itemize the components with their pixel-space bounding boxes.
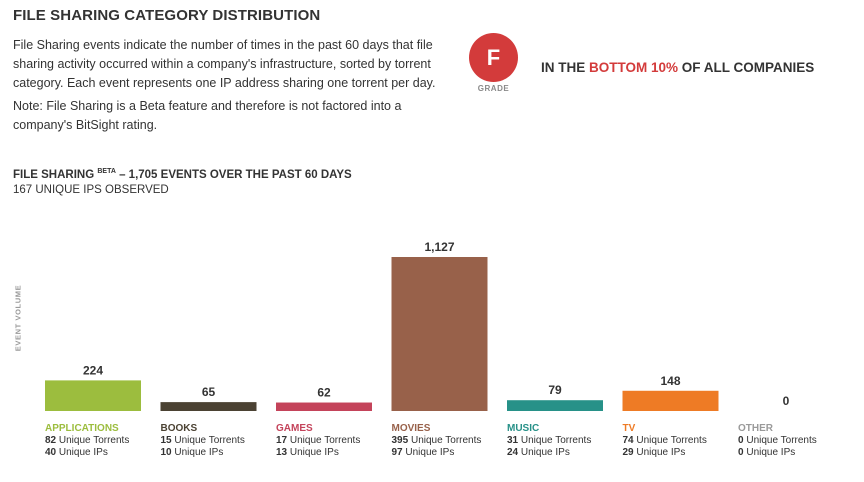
file-sharing-header: FILE SHARING BETA – 1,705 EVENTS OVER TH… [13,168,352,181]
grade-label: GRADE [477,84,510,93]
description-text: File Sharing events indicate the number … [13,38,436,90]
bar-music [507,400,603,411]
unique-ips-tv: 29 Unique IPs [623,447,686,458]
bar-tv [622,390,719,411]
bar-value-tv: 148 [660,374,680,388]
bar-games [276,402,372,411]
unique-ips-observed: 167 UNIQUE IPS OBSERVED [13,184,169,196]
bar-books [160,402,257,411]
category-label-books: BOOKS [161,423,198,434]
unique-ips-books: 10 Unique IPs [161,447,224,458]
category-label-movies: MOVIES [392,423,431,434]
unique-torrents-tv: 74 Unique Torrents [623,435,707,446]
unique-ips-games: 13 Unique IPs [276,447,339,458]
bar-movies [391,257,488,411]
bar-value-books: 65 [202,385,216,399]
beta-tag: BETA [97,168,116,175]
unique-torrents-other: 0 Unique Torrents [738,435,817,446]
bar-value-applications: 224 [83,363,103,377]
category-label-applications: APPLICATIONS [45,423,119,434]
unique-torrents-books: 15 Unique Torrents [161,435,245,446]
unique-torrents-movies: 395 Unique Torrents [392,435,482,446]
unique-ips-applications: 40 Unique IPs [45,447,108,458]
bar-value-other: 0 [783,394,790,408]
unique-torrents-games: 17 Unique Torrents [276,435,360,446]
bar-applications [45,380,141,411]
category-label-tv: TV [623,423,636,434]
bar-value-music: 79 [548,383,562,397]
unique-ips-music: 24 Unique IPs [507,447,570,458]
beta-note: Note: File Sharing is a Beta feature and… [13,99,402,132]
percentile-highlight: BOTTOM 10% [589,60,679,75]
bar-value-games: 62 [317,386,331,400]
header-prefix: FILE SHARING [13,168,98,181]
category-label-games: GAMES [276,423,313,434]
unique-ips-movies: 97 Unique IPs [392,447,455,458]
grade-badge: F [469,33,518,82]
unique-ips-other: 0 Unique IPs [738,447,795,458]
page-title: FILE SHARING CATEGORY DISTRIBUTION [13,7,321,24]
category-label-music: MUSIC [507,423,539,434]
percentile-suffix: OF ALL COMPANIES [678,60,815,75]
percentile-prefix: IN THE [541,60,590,75]
bar-value-movies: 1,127 [424,240,454,254]
unique-torrents-applications: 82 Unique Torrents [45,435,129,446]
unique-torrents-music: 31 Unique Torrents [507,435,591,446]
category-label-other: OTHER [738,423,774,434]
percentile-text: IN THE BOTTOM 10% OF ALL COMPANIES [541,60,814,75]
header-suffix: – 1,705 EVENTS OVER THE PAST 60 DAYS [115,168,352,181]
